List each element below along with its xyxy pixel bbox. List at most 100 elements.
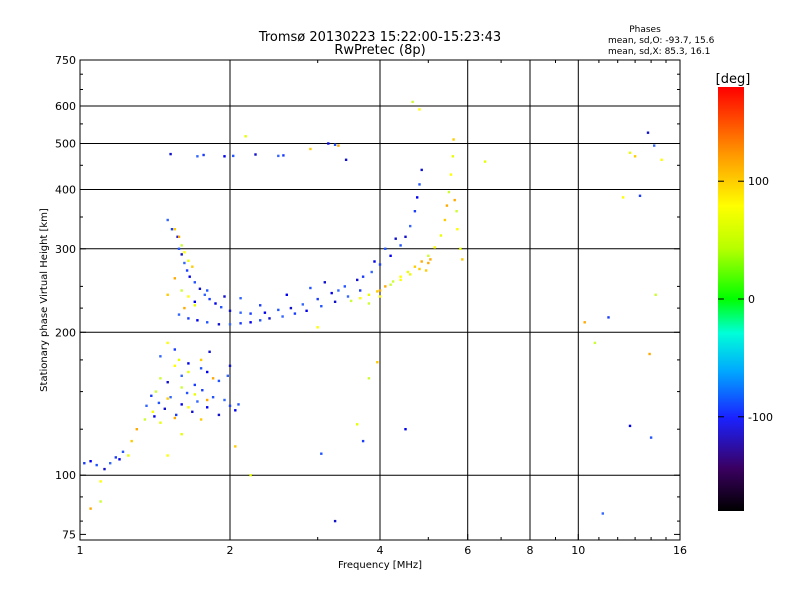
x-mode-point	[452, 138, 455, 141]
o-mode-point	[157, 401, 161, 405]
o-mode-point	[416, 196, 419, 199]
o-mode-point	[145, 404, 148, 407]
x-mode-point	[378, 295, 382, 298]
x-mode-point	[234, 445, 237, 448]
x-mode-point	[187, 370, 190, 374]
o-mode-point	[281, 315, 284, 318]
o-mode-point	[413, 210, 417, 213]
o-mode-point	[228, 404, 232, 407]
o-mode-point	[150, 394, 153, 397]
o-mode-point	[356, 278, 359, 282]
o-mode-point	[170, 228, 174, 231]
x-mode-point	[427, 261, 430, 265]
x-mode-point	[445, 204, 449, 207]
o-mode-point	[191, 410, 194, 413]
o-mode-point	[103, 467, 106, 471]
x-mode-point	[166, 341, 169, 345]
x-mode-point	[130, 439, 133, 443]
o-mode-point	[254, 153, 257, 156]
x-mode-point	[459, 247, 462, 250]
x-mode-point	[621, 196, 625, 199]
x-mode-point	[180, 433, 183, 436]
x-mode-point	[461, 258, 464, 261]
x-mode-point	[376, 361, 379, 364]
o-mode-point	[118, 458, 121, 461]
o-mode-point	[95, 463, 98, 467]
x-mode-point	[654, 293, 657, 296]
x-mode-point	[429, 258, 432, 261]
x-mode-point	[367, 293, 371, 296]
o-mode-point	[83, 462, 86, 465]
x-mode-point	[154, 390, 158, 393]
o-mode-point	[399, 244, 402, 247]
o-mode-point	[389, 254, 392, 257]
x-mode-point	[187, 406, 190, 409]
y-tick-label: 75	[62, 528, 76, 541]
x-mode-point	[399, 278, 402, 282]
y-tick-label: 600	[55, 100, 76, 113]
o-mode-point	[293, 312, 297, 315]
x-mode-point	[177, 235, 181, 238]
x-mode-point	[166, 293, 169, 296]
o-mode-point	[188, 275, 191, 278]
o-mode-point	[193, 383, 196, 387]
x-mode-point	[433, 246, 436, 249]
o-mode-point	[305, 309, 308, 312]
o-mode-point	[159, 355, 162, 358]
o-mode-point	[277, 308, 280, 312]
o-mode-point	[206, 406, 209, 409]
x-tick-label: 8	[527, 544, 534, 557]
x-mode-point	[99, 500, 102, 503]
o-mode-point	[206, 321, 209, 324]
o-mode-point	[173, 348, 176, 351]
x-mode-point	[424, 269, 428, 272]
x-mode-point	[447, 190, 451, 194]
o-mode-point	[187, 362, 190, 365]
x-mode-point	[337, 144, 340, 147]
o-mode-point	[346, 295, 350, 298]
x-mode-point	[173, 228, 176, 231]
o-mode-point	[239, 297, 242, 300]
x-tick-label: 1	[77, 544, 84, 557]
o-mode-point	[653, 144, 656, 147]
o-mode-point	[239, 311, 242, 314]
o-mode-point	[320, 452, 323, 455]
x-mode-point	[411, 100, 414, 104]
o-mode-point	[289, 306, 293, 310]
x-mode-point	[451, 155, 454, 158]
o-mode-point	[175, 413, 178, 417]
x-mode-point	[193, 393, 196, 396]
o-mode-point	[153, 415, 156, 418]
x-tick-label: 10	[571, 544, 585, 557]
o-mode-point	[203, 293, 206, 296]
o-mode-point	[166, 381, 169, 384]
x-mode-point	[309, 147, 312, 151]
x-mode-point	[159, 421, 162, 424]
x-mode-point	[187, 259, 190, 262]
o-mode-point	[206, 289, 209, 292]
o-mode-point	[185, 391, 189, 395]
o-mode-point	[193, 300, 196, 303]
o-mode-point	[404, 428, 407, 431]
x-mode-point	[633, 155, 637, 158]
x-mode-point	[127, 454, 130, 457]
o-mode-point	[249, 312, 252, 315]
x-tick-label: 6	[464, 544, 471, 557]
o-mode-point	[638, 194, 642, 197]
x-mode-point	[367, 377, 371, 380]
o-mode-point	[601, 512, 604, 515]
o-mode-point	[196, 155, 199, 158]
o-mode-point	[228, 323, 232, 326]
o-mode-point	[226, 374, 229, 377]
o-mode-point	[301, 303, 304, 306]
x-mode-point	[173, 416, 176, 420]
o-mode-point	[208, 350, 211, 353]
o-mode-point	[378, 263, 382, 266]
o-mode-point	[211, 396, 215, 399]
o-mode-point	[228, 364, 232, 367]
x-mode-point	[244, 135, 247, 138]
x-mode-point	[151, 410, 154, 413]
x-mode-point	[628, 151, 632, 154]
x-mode-point	[199, 418, 203, 421]
o-mode-point	[333, 519, 337, 523]
